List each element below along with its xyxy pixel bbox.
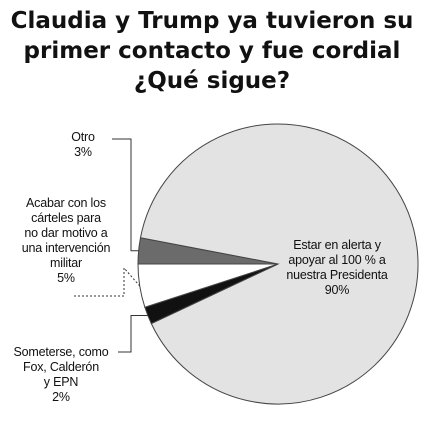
leader-acabar-carteles [74, 266, 141, 297]
label-acabar-carteles: Acabar con los cárteles para no dar moti… [0, 196, 132, 286]
label-acabar-value: 5% [57, 271, 75, 285]
label-someterse-line-2: Fox, Calderón [23, 360, 99, 374]
pie-slice-acabar_carteles [137, 263, 279, 308]
label-estar-line-1: Estar en alerta y [293, 238, 381, 252]
pie-slices [137, 123, 419, 405]
label-estar-alerta: Estar en alerta y apoyar al 100 % a nues… [278, 238, 396, 298]
label-estar-line-3: nuestra Presidenta [286, 268, 388, 282]
title-line-2: primer contacto y fue cordial [23, 38, 401, 64]
label-estar-line-2: apoyar al 100 % a [288, 253, 386, 267]
label-someterse-line-1: Someterse, como [13, 345, 109, 359]
label-acabar-line-3: no dar motivo a [24, 226, 108, 240]
label-someterse: Someterse, como Fox, Calderón y EPN 2% [4, 345, 118, 405]
label-acabar-line-2: cárteles para [31, 211, 101, 225]
pie-slice-estar_alerta [139, 123, 419, 405]
leader-lines [74, 138, 148, 353]
label-someterse-line-3: y EPN [43, 375, 79, 389]
label-otro-value: 3% [74, 145, 92, 159]
label-someterse-value: 2% [52, 390, 70, 404]
label-estar-value: 90% [324, 283, 350, 297]
leader-someterse [118, 315, 148, 353]
label-otro: Otro 3% [55, 130, 111, 160]
label-acabar-line-5: militar [50, 256, 82, 270]
title-line-3: ¿Qué sigue? [133, 68, 291, 94]
label-otro-line: Otro [71, 130, 95, 144]
label-acabar-line-1: Acabar con los [26, 196, 106, 210]
leader-otro [112, 138, 139, 252]
chart-title: Claudia y Trump ya tuvieron su primer co… [0, 6, 424, 96]
label-acabar-line-4: una intervención [21, 241, 111, 255]
title-line-1: Claudia y Trump ya tuvieron su [10, 8, 414, 34]
